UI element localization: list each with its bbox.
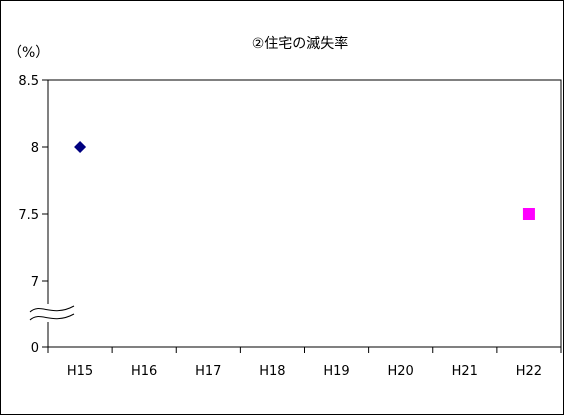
axis-break-wave xyxy=(29,305,75,313)
chart-title: ②住宅の滅失率 xyxy=(252,35,349,52)
x-tick-label: H22 xyxy=(516,364,542,379)
y-tick-label: 0 xyxy=(31,341,39,356)
data-points xyxy=(74,141,535,220)
x-tick-label: H19 xyxy=(323,364,349,379)
y-axis-label: （%） xyxy=(8,45,49,61)
axis-break-mask xyxy=(26,304,76,322)
x-tick-label: H16 xyxy=(131,364,157,379)
y-axis-ticks: 8.5 8 7.5 7 0 xyxy=(18,74,48,356)
y-tick-label: 8.5 xyxy=(18,74,39,89)
y-tick-label: 8 xyxy=(31,141,39,156)
x-tick-label: H20 xyxy=(388,364,414,379)
axis-break-mark xyxy=(26,304,76,322)
data-point-h22 xyxy=(522,208,535,220)
x-tick-label: H21 xyxy=(452,364,478,379)
x-tick-label: H18 xyxy=(259,364,285,379)
x-axis-ticks: H15 H16 H17 H18 H19 H20 H21 H22 xyxy=(47,347,562,379)
axis-break-wave xyxy=(29,313,75,321)
y-tick-label: 7.5 xyxy=(18,208,39,223)
x-tick-label: H15 xyxy=(67,364,93,379)
y-tick-label: 7 xyxy=(31,275,39,290)
x-tick-label: H17 xyxy=(195,364,221,379)
data-point-h15 xyxy=(74,141,87,153)
